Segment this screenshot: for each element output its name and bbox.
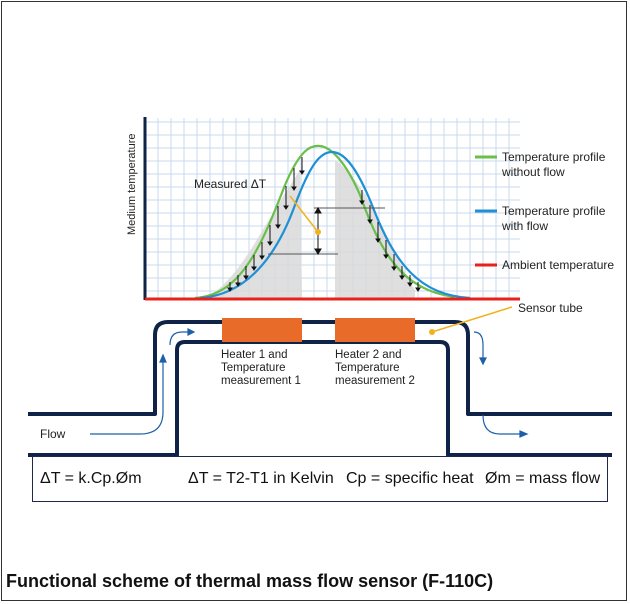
curve-with-flow	[199, 150, 471, 300]
heater-2	[335, 318, 415, 342]
formula-cp: Cp = specific heat	[346, 470, 474, 487]
heater-2-label-line2: Temperature	[335, 362, 400, 374]
sensor-tube	[28, 320, 612, 457]
difference-arrows	[227, 157, 421, 292]
legend-without-flow-line1: Temperature profile	[502, 150, 606, 164]
heater-1-label-line2: Temperature	[221, 362, 286, 374]
heater-1	[222, 318, 302, 342]
shaded-zone-left	[205, 170, 302, 298]
heater-1-label-line3: measurement 1	[221, 375, 301, 387]
chart-grid	[145, 118, 520, 298]
formula-mass-flow: Øm = mass flow	[485, 470, 601, 487]
flow-label: Flow	[40, 427, 66, 441]
heater-2-label-line3: measurement 2	[335, 375, 415, 387]
flow-arrows	[90, 328, 529, 438]
figure-caption: Functional scheme of thermal mass flow s…	[6, 571, 494, 591]
delta-t-pointer	[289, 195, 319, 233]
sensor-tube-label: Sensor tube	[518, 301, 583, 315]
legend-without-flow-line2: without flow	[501, 165, 565, 179]
sensor-tube-pointer-dot	[429, 329, 435, 335]
heater-2-label-line1: Heater 2 and	[335, 349, 402, 361]
legend-with-flow-line2: with flow	[501, 219, 548, 233]
measured-delta-label: Measured ΔT	[194, 177, 267, 191]
legend-with-flow-line1: Temperature profile	[502, 204, 606, 218]
heater-1-label-line1: Heater 1 and	[221, 349, 288, 361]
delta-t-bracket	[268, 207, 385, 255]
formula-delta-t-kelvin: ΔT = T2-T1 in Kelvin	[188, 470, 334, 487]
y-axis-label: Medium temperature	[126, 134, 138, 236]
delta-t-pointer-dot	[315, 229, 321, 235]
legend-ambient-label: Ambient temperature	[502, 258, 614, 272]
formula-box: ΔT = k.Cp.Øm ΔT = T2-T1 in Kelvin Cp = s…	[32, 456, 608, 502]
sensor-tube-pointer	[431, 306, 513, 333]
formula-delta-t: ΔT = k.Cp.Øm	[40, 470, 142, 487]
